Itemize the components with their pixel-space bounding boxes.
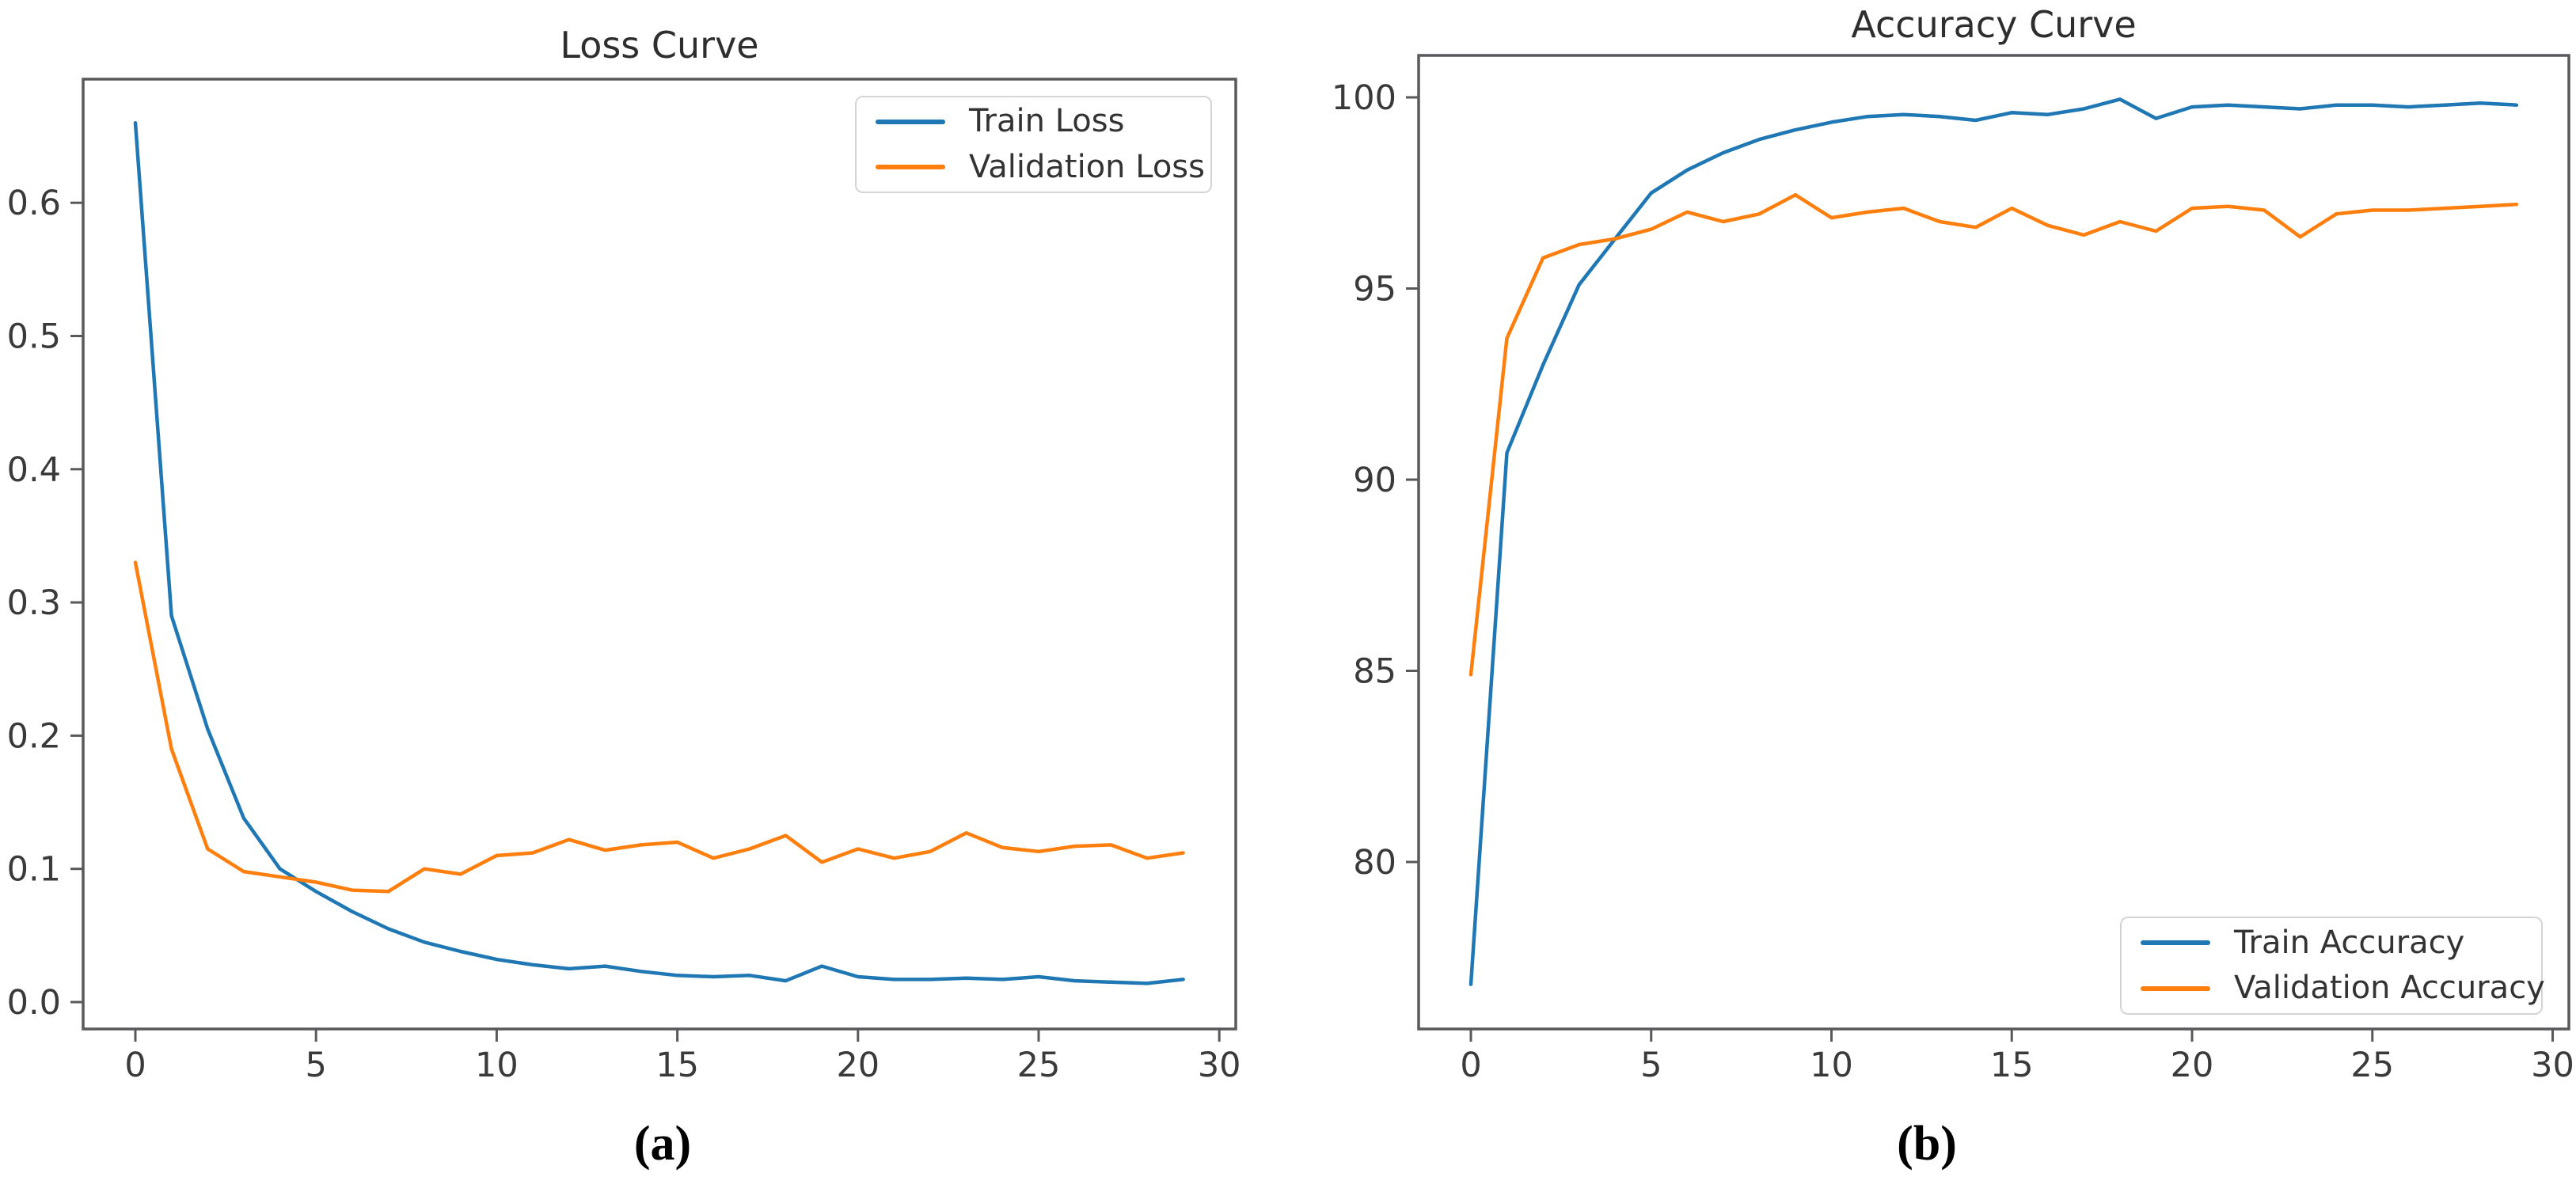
y-tick-label: 95 (1353, 270, 1396, 309)
series-line-validation-accuracy (1468, 192, 2519, 677)
x-tick-label: 20 (836, 1046, 880, 1085)
x-tick-label: 25 (1017, 1046, 1061, 1085)
x-tick-label: 0 (1460, 1046, 1481, 1085)
train-accuracy-line-swatch (2141, 940, 2210, 946)
loss-chart-plot-area: 0 5 10 15 20 25 30 0.0 0.1 0.2 0.3 0.4 0.5 0.6 (7, 78, 1241, 1085)
y-tick-label: 0.4 (7, 450, 61, 490)
y-tick-label: 100 (1332, 78, 1396, 118)
series-line-validation-loss (133, 560, 1185, 894)
legend-item-train-accuracy: Train Accuracy (2141, 924, 2522, 961)
legend-item-train-loss: Train Loss (876, 104, 1191, 139)
axes-spines (82, 78, 1237, 1031)
x-tick-label: 0 (124, 1046, 146, 1085)
axes-spines (1417, 54, 2570, 1031)
y-tick-label: 80 (1353, 843, 1396, 883)
x-tick-label: 5 (306, 1046, 327, 1085)
train-loss-line-swatch (876, 119, 945, 124)
panel-label-b: (b) (1897, 1117, 1957, 1171)
legend-label-train-accuracy: Train Accuracy (2234, 924, 2465, 961)
x-tick-label: 25 (2350, 1046, 2394, 1085)
loss-chart-title: Loss Curve (560, 24, 759, 66)
validation-loss-line-swatch (876, 165, 945, 170)
accuracy-chart-plot-area: 0 5 10 15 20 25 30 80 85 90 95 100 (1332, 54, 2574, 1085)
panel-label-a: (a) (633, 1117, 692, 1171)
y-tick-label: 0.5 (7, 317, 61, 357)
validation-accuracy-line-swatch (2141, 985, 2210, 991)
accuracy-chart-title: Accuracy Curve (1851, 3, 2137, 46)
x-tick-label: 15 (655, 1046, 699, 1085)
series-line-train-accuracy (1468, 97, 2519, 986)
loss-chart-legend: Train Loss Validation Loss (855, 96, 1212, 193)
legend-item-validation-accuracy: Validation Accuracy (2141, 970, 2545, 1005)
legend-label-validation-accuracy: Validation Accuracy (2234, 970, 2545, 1006)
legend-label-validation-loss: Validation Loss (969, 148, 1205, 185)
y-tick-label: 90 (1353, 461, 1396, 500)
x-tick-label: 30 (2531, 1046, 2574, 1085)
series-line-train-loss (133, 120, 1185, 985)
y-tick-label: 0.3 (7, 583, 61, 623)
x-tick-label: 10 (1810, 1046, 1853, 1085)
legend-item-validation-loss: Validation Loss (876, 150, 1205, 184)
x-tick-label: 20 (2171, 1046, 2214, 1085)
x-tick-label: 30 (1198, 1046, 1241, 1085)
x-tick-label: 15 (1990, 1046, 2034, 1085)
accuracy-chart-legend: Train Accuracy Validation Accuracy (2120, 917, 2545, 1015)
x-tick-label: 10 (475, 1046, 519, 1085)
x-tick-label: 5 (1640, 1046, 1662, 1085)
y-tick-label: 0.1 (7, 850, 61, 890)
y-tick-label: 0.2 (7, 716, 61, 756)
legend-label-train-loss: Train Loss (969, 103, 1125, 140)
y-tick-label: 0.0 (7, 983, 61, 1023)
y-tick-label: 0.6 (7, 184, 61, 223)
y-tick-label: 85 (1353, 652, 1396, 692)
